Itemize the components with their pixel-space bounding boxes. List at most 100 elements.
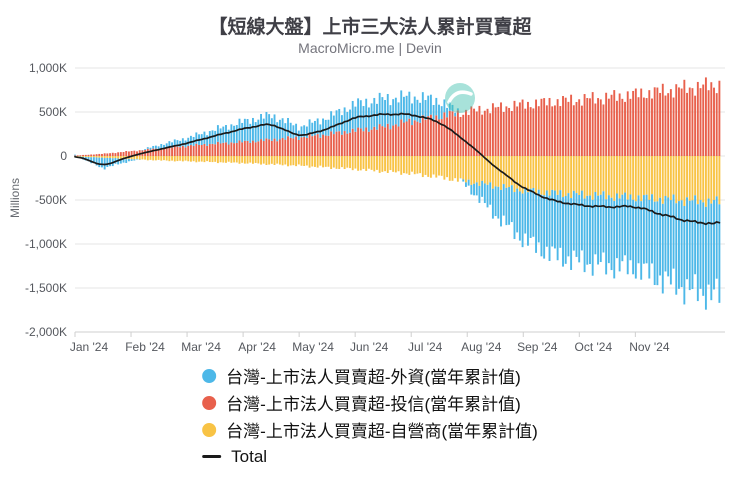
bar-segment	[535, 156, 538, 195]
bar-segment	[349, 132, 351, 156]
bar-segment	[491, 188, 494, 219]
bar-segment	[241, 156, 244, 163]
bar-segment	[502, 111, 505, 156]
bar-segment	[694, 156, 697, 196]
bar-segment	[621, 156, 624, 195]
bar-segment	[216, 125, 219, 142]
bar-segment	[489, 182, 492, 205]
bar-segment	[454, 116, 457, 156]
bar-segment	[378, 156, 381, 173]
bar-segment	[704, 77, 707, 156]
bar-segment	[691, 88, 694, 156]
bar-segment	[470, 156, 473, 185]
bar-segment	[349, 156, 351, 169]
bar-segment	[144, 149, 147, 151]
bar-segment	[324, 135, 327, 156]
bar-segment	[713, 87, 715, 156]
bar-segment	[680, 156, 683, 201]
bar-segment	[429, 94, 432, 115]
bar-segment	[553, 105, 556, 156]
bar-segment	[613, 200, 616, 279]
bar-segment	[330, 131, 333, 156]
bar-segment	[76, 156, 79, 157]
bar-segment	[243, 140, 246, 156]
bar-segment	[529, 188, 532, 238]
bar-segment	[537, 156, 540, 190]
bar-segment	[688, 200, 691, 291]
bar-segment	[578, 99, 581, 156]
bar-segment	[359, 156, 362, 171]
bar-segment	[154, 145, 157, 149]
bar-segment	[311, 122, 314, 137]
bar-segment	[405, 95, 408, 122]
x-tick-label: May '24	[292, 340, 334, 354]
bar-segment	[376, 103, 378, 130]
bar-segment	[252, 117, 254, 141]
bar-segment	[556, 99, 559, 156]
bar-segment	[265, 156, 268, 165]
bar-segment	[548, 195, 551, 261]
bar-segment	[629, 194, 632, 261]
bar-segment	[305, 126, 308, 138]
bar-segment	[540, 194, 543, 257]
bar-segment	[225, 142, 227, 156]
bar-segment	[354, 156, 357, 169]
bar-segment	[351, 128, 354, 156]
bar-segment	[154, 156, 157, 161]
bar-segment	[443, 156, 446, 180]
bar-segment	[168, 141, 171, 147]
bar-segment	[710, 156, 713, 204]
bar-segment	[181, 138, 184, 146]
bar-segment	[394, 124, 397, 156]
bar-segment	[696, 204, 699, 302]
legend-item-investment-trust[interactable]: 台灣-上市法人買賣超-投信(當年累計值)	[202, 389, 521, 416]
bar-segment	[432, 105, 435, 121]
bar-segment	[252, 156, 254, 164]
bar-segment	[535, 194, 538, 253]
bar-segment	[446, 156, 449, 178]
bar-segment	[621, 194, 624, 262]
bar-segment	[545, 105, 548, 156]
bar-segment	[607, 195, 610, 264]
bar-segment	[211, 143, 214, 156]
bar-segment	[389, 129, 392, 156]
bar-segment	[559, 106, 562, 156]
bar-segment	[254, 122, 257, 143]
bar-segment	[645, 194, 648, 264]
legend-item-dealer[interactable]: 台灣-上市法人買賣超-自營商(當年累計值)	[202, 416, 538, 443]
bar-segment	[101, 153, 103, 156]
bar-segment	[637, 97, 640, 156]
bar-segment	[362, 156, 365, 169]
bar-segment	[513, 100, 516, 156]
bar-segment	[335, 131, 338, 156]
legend-item-foreign[interactable]: 台灣-上市法人買賣超-外資(當年累計值)	[202, 362, 521, 389]
bar-segment	[268, 114, 271, 140]
bar-segment	[510, 156, 513, 186]
bar-segment	[656, 87, 659, 156]
bar-segment	[602, 191, 605, 253]
bar-segment	[578, 195, 581, 263]
bar-segment	[543, 98, 546, 156]
bar-segment	[287, 156, 289, 167]
bar-segment	[381, 97, 384, 127]
bar-segment	[702, 202, 705, 296]
bar-segment	[316, 156, 319, 168]
bar-segment	[421, 156, 424, 178]
bar-segment	[710, 82, 713, 156]
bar-segment	[613, 156, 616, 201]
bar-segment	[562, 156, 564, 198]
bar-segment	[502, 156, 505, 185]
bar-segment	[634, 201, 637, 279]
bar-segment	[351, 156, 354, 171]
legend-item-total[interactable]: Total	[202, 443, 267, 470]
bar-segment	[381, 156, 384, 172]
bar-segment	[386, 123, 389, 156]
bar-segment	[448, 102, 451, 111]
bar-segment	[340, 115, 343, 135]
bar-segment	[602, 156, 605, 192]
bar-segment	[189, 135, 192, 146]
bar-segment	[653, 156, 656, 202]
bar-segment	[411, 125, 413, 156]
bar-segment	[440, 119, 443, 156]
bar-segment	[157, 149, 160, 156]
